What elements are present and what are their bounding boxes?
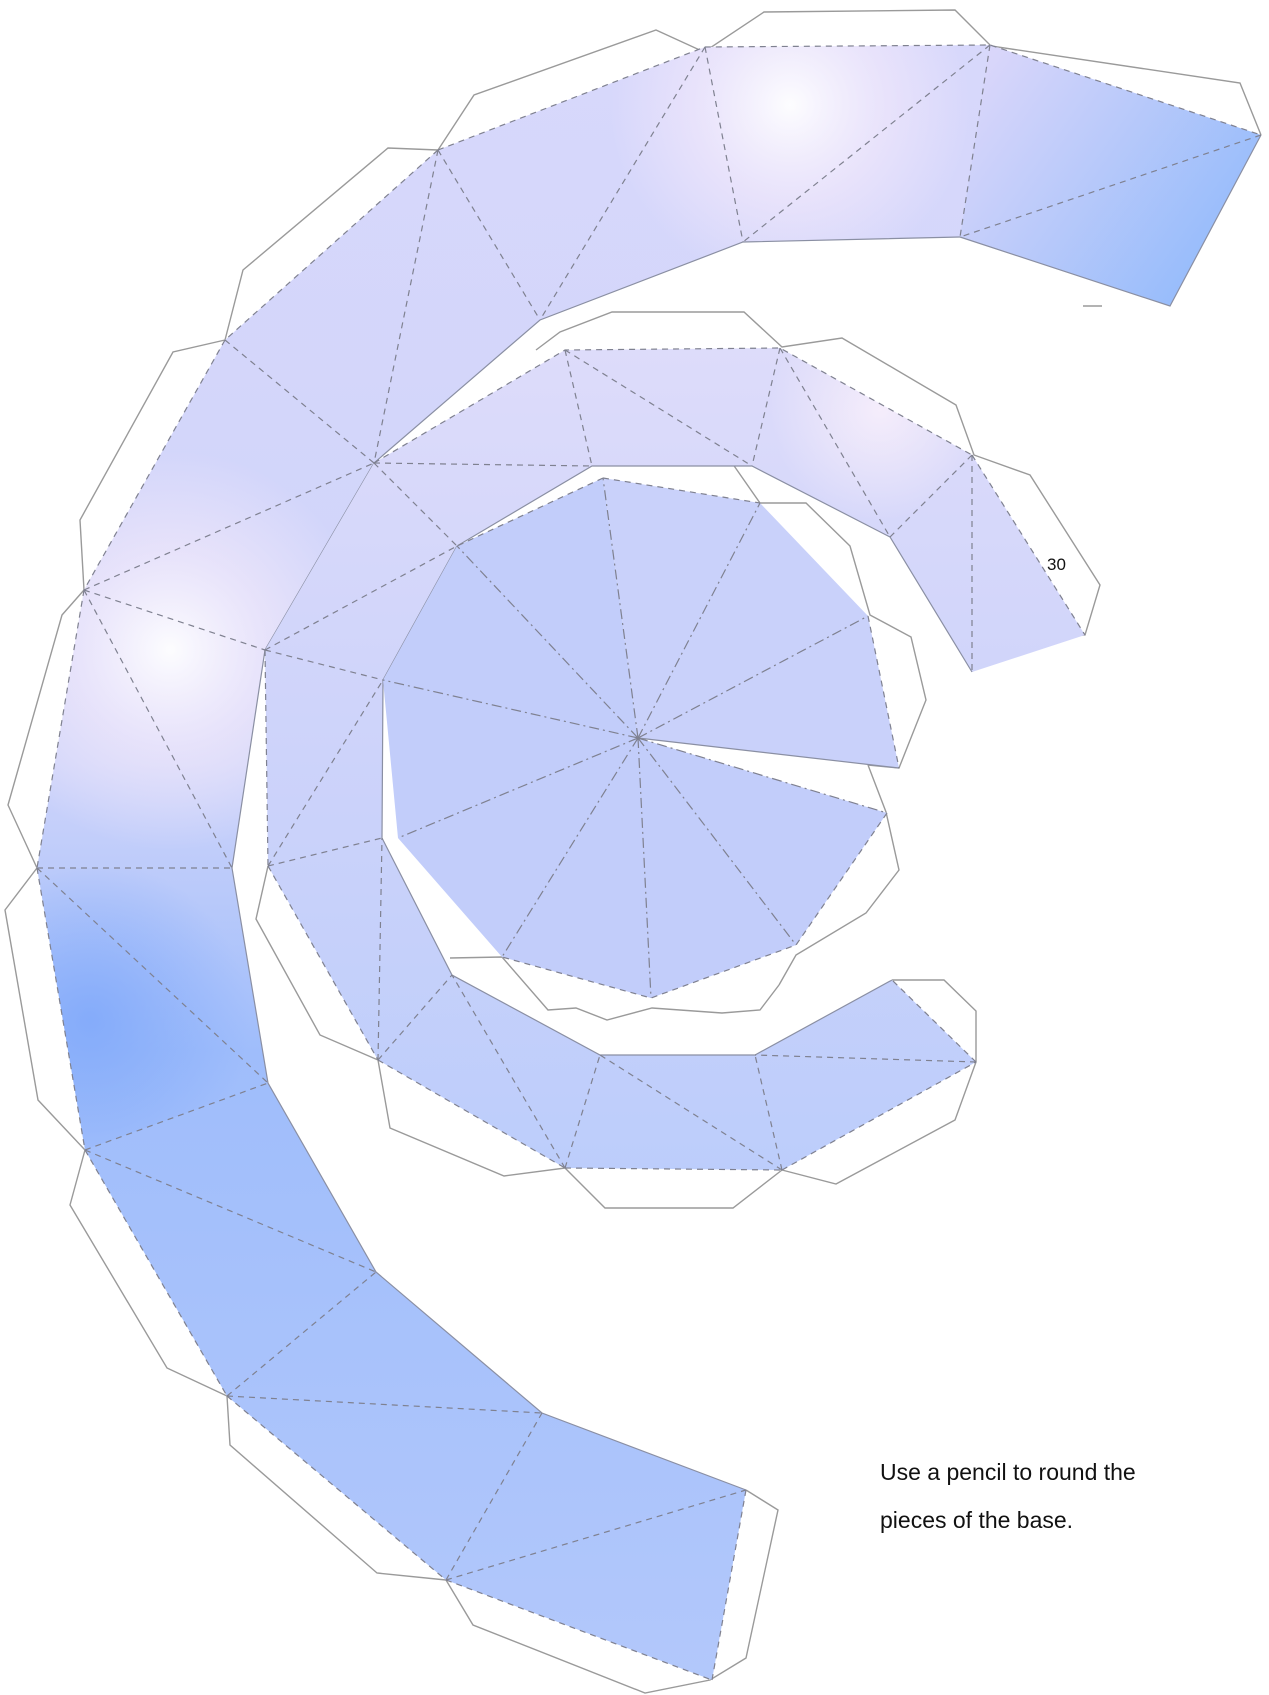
tab-number-label: 30 [1047, 555, 1066, 574]
instruction-line-2: pieces of the base. [880, 1507, 1074, 1533]
inner-fold-lines [264, 347, 1086, 1171]
outer-fold-lines [36, 44, 1262, 1681]
instruction-line-1: Use a pencil to round the [880, 1459, 1136, 1485]
base-fold-lines [382, 477, 900, 999]
base-polygon [383, 478, 900, 998]
instruction-text: Use a pencil to round the pieces of the … [880, 1448, 1210, 1544]
outer-strip [37, 45, 1262, 1680]
